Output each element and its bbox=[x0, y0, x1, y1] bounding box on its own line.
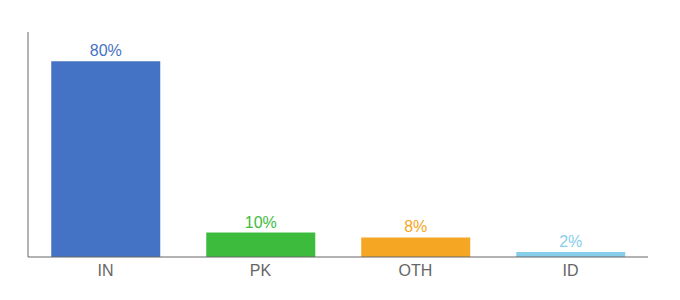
svg-text:2%: 2% bbox=[559, 233, 582, 250]
svg-text:80%: 80% bbox=[90, 42, 122, 59]
svg-text:8%: 8% bbox=[404, 218, 427, 235]
svg-text:OTH: OTH bbox=[399, 262, 433, 279]
svg-text:IN: IN bbox=[98, 262, 114, 279]
svg-text:10%: 10% bbox=[245, 214, 277, 231]
svg-text:PK: PK bbox=[250, 262, 272, 279]
svg-text:ID: ID bbox=[563, 262, 579, 279]
